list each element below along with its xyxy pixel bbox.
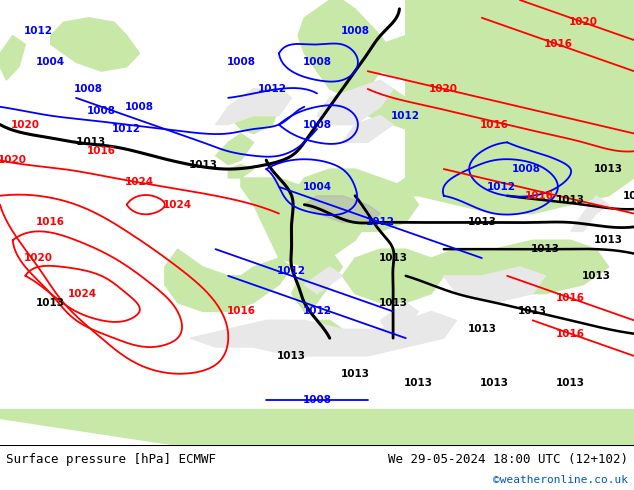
Polygon shape — [298, 0, 393, 98]
Text: 1016: 1016 — [226, 306, 256, 317]
Text: 1020: 1020 — [0, 155, 27, 165]
Text: 1008: 1008 — [87, 106, 116, 116]
Text: 1008: 1008 — [74, 84, 103, 94]
Text: 1016: 1016 — [543, 40, 573, 49]
Text: 1016: 1016 — [87, 147, 116, 156]
Text: Surface pressure [hPa] ECMWF: Surface pressure [hPa] ECMWF — [6, 453, 216, 466]
Text: 1013: 1013 — [277, 351, 306, 361]
Text: 1024: 1024 — [68, 289, 97, 298]
Text: 1016: 1016 — [524, 191, 553, 201]
Text: 1013: 1013 — [556, 195, 585, 205]
Text: 1013: 1013 — [594, 164, 623, 174]
Polygon shape — [190, 312, 456, 356]
Text: 1008: 1008 — [226, 57, 256, 67]
Polygon shape — [51, 18, 139, 71]
Text: 1012: 1012 — [23, 26, 53, 36]
Text: 1013: 1013 — [378, 253, 408, 263]
Polygon shape — [228, 165, 254, 178]
Polygon shape — [342, 249, 444, 302]
Polygon shape — [241, 178, 368, 267]
Text: 1020: 1020 — [11, 120, 40, 129]
Polygon shape — [444, 267, 545, 302]
Text: 1013: 1013 — [467, 218, 496, 227]
Text: 1013: 1013 — [581, 271, 611, 281]
Text: 1013: 1013 — [404, 378, 433, 388]
Polygon shape — [380, 302, 418, 338]
Text: 1004: 1004 — [36, 57, 65, 67]
Text: 1013: 1013 — [467, 324, 496, 334]
Text: 1024: 1024 — [163, 199, 192, 210]
Text: 1013: 1013 — [36, 297, 65, 308]
Text: 101: 101 — [623, 191, 634, 201]
Text: 1013: 1013 — [594, 235, 623, 245]
Polygon shape — [0, 409, 634, 445]
Text: 1013: 1013 — [480, 378, 509, 388]
Text: 1013: 1013 — [188, 160, 217, 170]
Text: 1013: 1013 — [556, 378, 585, 388]
Text: 1012: 1012 — [277, 267, 306, 276]
Text: 1013: 1013 — [531, 244, 560, 254]
Text: 1013: 1013 — [378, 297, 408, 308]
Text: 1008: 1008 — [302, 395, 332, 405]
Text: 1012: 1012 — [258, 84, 287, 94]
Text: 1012: 1012 — [302, 306, 332, 317]
Text: ©weatheronline.co.uk: ©weatheronline.co.uk — [493, 475, 628, 485]
Polygon shape — [368, 36, 444, 89]
Polygon shape — [406, 0, 634, 178]
Polygon shape — [228, 89, 279, 133]
Polygon shape — [380, 116, 634, 214]
Polygon shape — [304, 267, 342, 294]
Text: 1016: 1016 — [556, 293, 585, 303]
Polygon shape — [216, 133, 254, 165]
Text: We 29-05-2024 18:00 UTC (12+102): We 29-05-2024 18:00 UTC (12+102) — [387, 453, 628, 466]
Polygon shape — [165, 249, 292, 312]
Text: 1016: 1016 — [556, 329, 585, 339]
Text: 1020: 1020 — [569, 17, 598, 27]
Text: 1008: 1008 — [125, 102, 154, 112]
Text: 1016: 1016 — [36, 218, 65, 227]
Polygon shape — [292, 169, 418, 231]
Polygon shape — [342, 116, 393, 143]
Polygon shape — [292, 240, 342, 312]
Polygon shape — [317, 320, 342, 338]
Text: 1008: 1008 — [302, 57, 332, 67]
Polygon shape — [216, 89, 292, 124]
Polygon shape — [571, 196, 609, 231]
Polygon shape — [342, 80, 431, 133]
Polygon shape — [304, 196, 380, 222]
Text: 1004: 1004 — [302, 182, 332, 192]
Text: 1008: 1008 — [512, 164, 541, 174]
Polygon shape — [317, 80, 393, 124]
Text: 1012: 1012 — [486, 182, 515, 192]
Text: 1013: 1013 — [518, 306, 547, 317]
Text: 1008: 1008 — [340, 26, 370, 36]
Text: 1012: 1012 — [391, 111, 420, 121]
Text: 1024: 1024 — [125, 177, 154, 187]
Text: 1013: 1013 — [340, 369, 370, 379]
Polygon shape — [431, 240, 609, 294]
Polygon shape — [380, 312, 418, 347]
Text: 1020: 1020 — [23, 253, 53, 263]
Text: 1020: 1020 — [429, 84, 458, 94]
Text: 1012: 1012 — [112, 124, 141, 134]
Text: 1012: 1012 — [366, 218, 395, 227]
Polygon shape — [0, 36, 25, 80]
Text: 1016: 1016 — [480, 120, 509, 129]
Text: 1008: 1008 — [302, 120, 332, 129]
Text: -1013: -1013 — [72, 137, 105, 147]
